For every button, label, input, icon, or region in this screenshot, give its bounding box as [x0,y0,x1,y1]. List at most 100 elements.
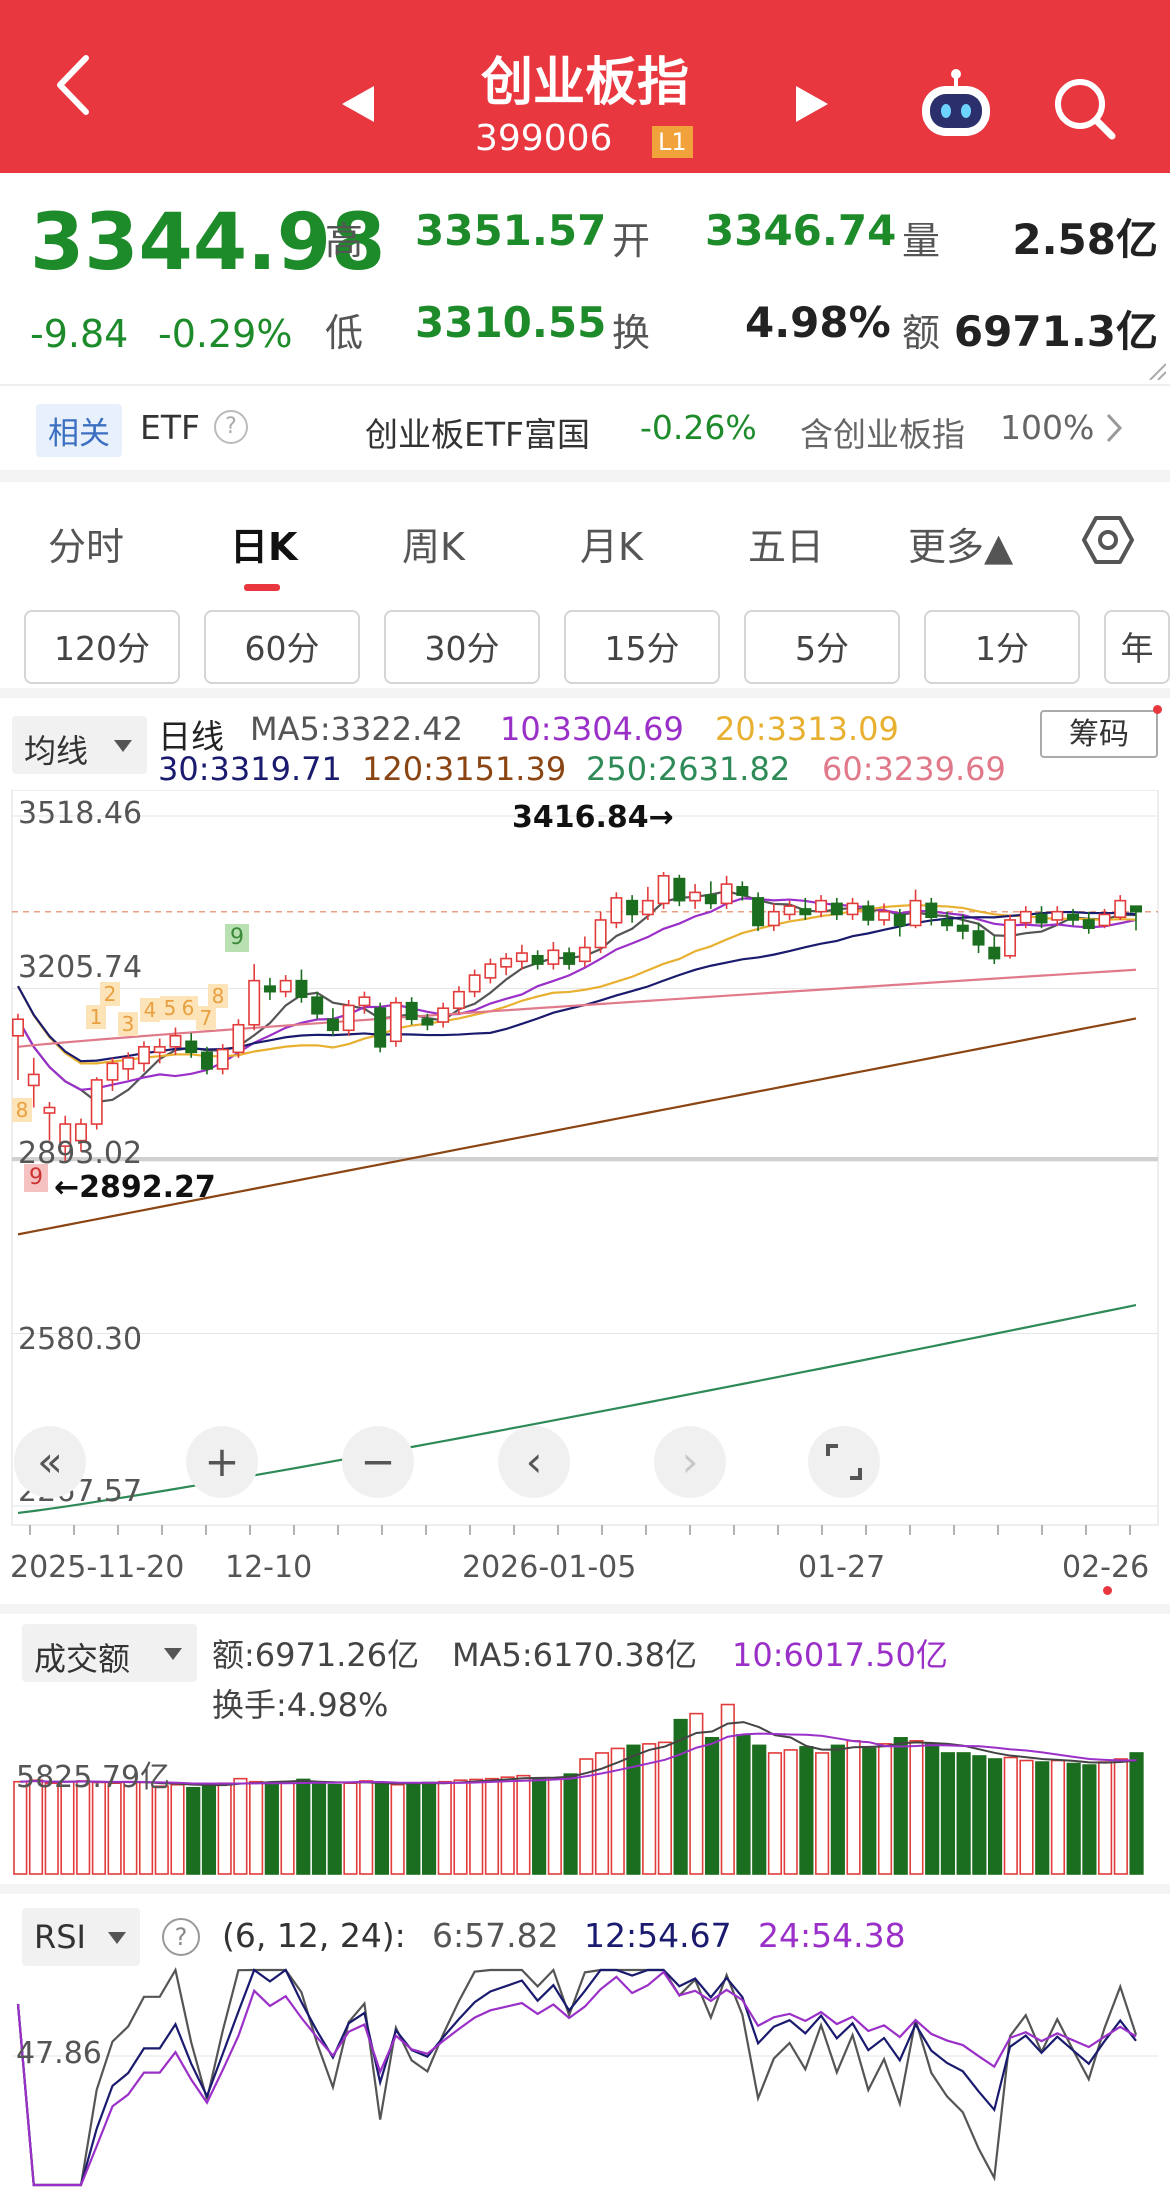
ma10-value: 10:3304.69 [500,710,684,748]
sequence-number: 2 [100,982,120,1006]
minute-interval-button[interactable]: 60分 [204,610,360,684]
candle [389,997,402,1047]
tab-period[interactable]: 日K [230,525,298,569]
volume-bar [893,1737,908,1875]
sequence-badge: 9 [225,924,249,952]
candle [342,999,355,1036]
volume-bar [516,1774,531,1875]
search-icon[interactable] [1052,76,1118,146]
candle [468,969,481,998]
minute-interval-button[interactable]: 1分 [924,610,1080,684]
rsi-chart[interactable] [0,1960,1170,2191]
back-icon[interactable] [50,50,94,131]
etf-change: -0.26% [640,408,757,447]
scroll-right-button[interactable]: › [654,1426,726,1498]
candle [988,936,1001,965]
volume-bar [862,1747,877,1875]
volume-bar [296,1778,311,1875]
candle [736,881,749,901]
date-label: 2026-01-05 [462,1550,637,1585]
minute-interval-button[interactable]: 15分 [564,610,720,684]
volume-bar [1113,1758,1128,1875]
tab-period[interactable]: 五日 [748,525,825,569]
date-label: 02-26 [1062,1550,1150,1585]
caret-down-icon [108,1932,126,1944]
next-stock-icon[interactable] [794,84,830,128]
volume-bar [704,1737,720,1875]
candle [610,892,623,929]
candle [263,977,276,1000]
candle [752,892,765,931]
sequence-number: 6 [178,996,198,1020]
ma120-line [17,1017,1137,1236]
turnover-value: 4.98% [745,298,891,347]
candle [626,895,639,923]
candle [862,900,875,926]
price-axis-label: 2580.30 [18,1322,143,1357]
candle [216,1044,229,1075]
volume-bar [846,1740,861,1875]
tab-period[interactable]: 分时 [48,525,125,569]
volume-bar [469,1778,484,1875]
minute-interval-button[interactable]: 年 [1104,610,1170,684]
scroll-left-button[interactable]: ‹ [498,1426,570,1498]
minute-interval-button[interactable]: 120分 [24,610,180,684]
candle [27,1057,40,1108]
candle [783,900,796,920]
zoom-in-button[interactable]: + [186,1426,258,1498]
candle [311,991,324,1020]
volume-bar [390,1783,405,1875]
current-price: 3344.98 [30,198,386,288]
zoom-out-button[interactable]: − [342,1426,414,1498]
volume-chart[interactable] [0,1660,1170,1880]
robot-icon[interactable] [918,68,994,144]
candle [578,936,591,967]
candle [452,986,465,1014]
date-label: 12-10 [225,1550,313,1585]
volume-selector[interactable]: 成交额 [22,1624,197,1682]
expand-corner-icon[interactable] [1148,362,1167,384]
fullscreen-icon[interactable] [808,1426,880,1498]
volume-bar [1066,1762,1081,1875]
candle [90,1077,103,1130]
tab-period[interactable]: 更多▲ [908,525,1014,569]
ma10-line [17,897,1137,1091]
ma120-value: 120:3151.39 [362,750,567,788]
rsi-selector[interactable]: RSI [22,1908,140,1966]
etf-name[interactable]: 创业板ETF富国 [365,415,590,454]
chevron-right-icon[interactable] [1105,412,1123,448]
volume-bar [877,1743,893,1875]
volume-value: 2.58亿 [1012,215,1158,264]
chip-distribution-button[interactable]: 筹码 [1040,710,1158,758]
candle [358,991,371,1014]
settings-icon[interactable] [1082,514,1134,570]
volume-bar [421,1781,437,1875]
volume-bar [783,1749,798,1875]
volume-bar [815,1752,830,1875]
ma250-value: 250:2631.82 [586,750,791,788]
ma30-value: 30:3319.71 [158,750,342,788]
minute-interval-button[interactable]: 5分 [744,610,900,684]
rsi24-value: 24:54.38 [758,1916,906,1955]
volume-amount: 额:6971.26亿 [212,1636,420,1674]
candle [153,1038,166,1064]
kline-chart[interactable] [0,790,1170,1530]
active-tab-indicator [244,584,280,591]
price-axis-label: 3205.74 [18,950,143,985]
rsi12-line [16,1968,1137,2187]
ma30-line [17,910,1137,1063]
rsi-help-icon[interactable]: ? [162,1918,200,1956]
prev-stock-icon[interactable] [340,84,376,128]
tab-period[interactable]: 周K [402,525,465,569]
minute-interval-button[interactable]: 30分 [384,610,540,684]
tab-period[interactable]: 月K [580,525,643,569]
ma250-line [17,1303,1137,1515]
ma-selector-label: 均线 [24,732,89,770]
rsi-params: (6, 12, 24): [222,1916,406,1955]
high-label: 高 [325,219,364,263]
ma-selector[interactable]: 均线 [12,716,147,774]
help-icon[interactable]: ? [214,410,248,444]
etf-contains: 含创业板指 [800,415,965,454]
candle [641,886,654,920]
rewind-button[interactable]: « [14,1426,86,1498]
